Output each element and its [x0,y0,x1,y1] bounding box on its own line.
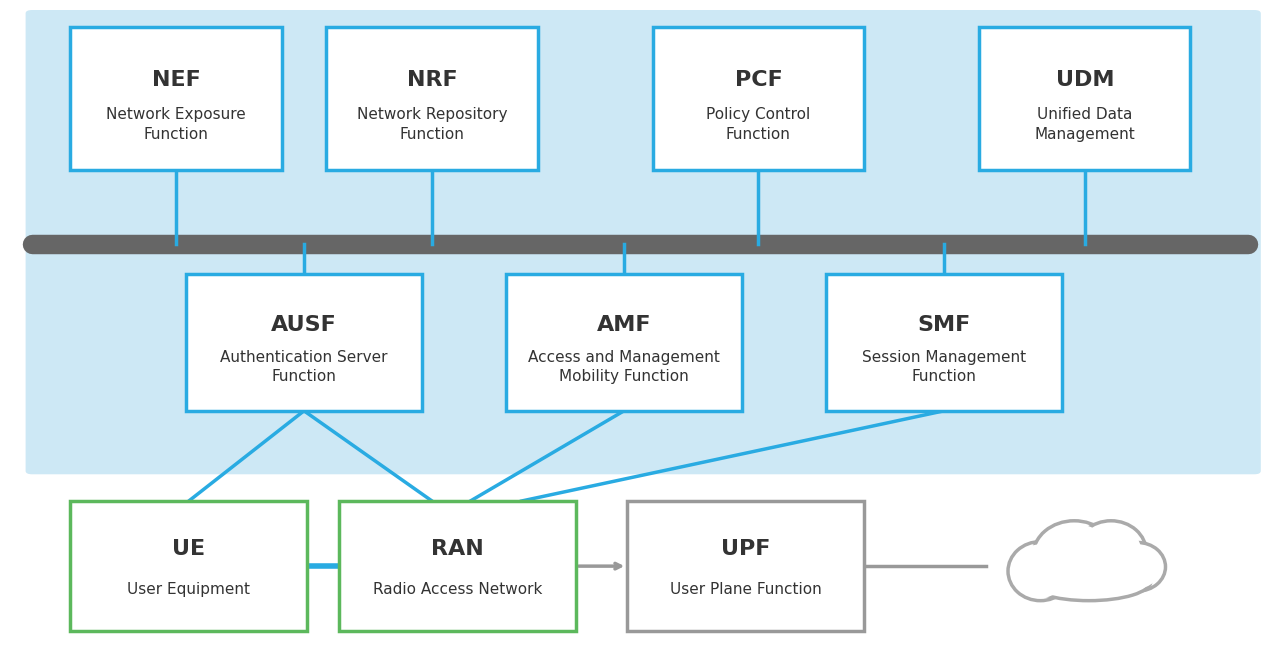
FancyBboxPatch shape [339,501,576,631]
Ellipse shape [1050,554,1143,603]
Ellipse shape [1108,541,1167,593]
Ellipse shape [1027,562,1151,601]
Text: NEF: NEF [151,70,201,90]
Ellipse shape [1038,524,1110,588]
Ellipse shape [1080,524,1142,580]
Ellipse shape [1033,519,1115,592]
Text: Network Exposure
Function: Network Exposure Function [106,107,246,142]
Text: AMF: AMF [596,315,652,335]
Text: User Plane Function: User Plane Function [669,582,822,597]
Text: Authentication Server
Function: Authentication Server Function [220,349,388,384]
FancyBboxPatch shape [653,27,864,170]
FancyBboxPatch shape [70,501,307,631]
Text: Radio Access Network: Radio Access Network [372,582,543,597]
Ellipse shape [1074,519,1148,585]
Text: SMF: SMF [918,315,970,335]
FancyBboxPatch shape [826,274,1062,411]
Text: RAN: RAN [431,539,484,559]
Ellipse shape [1009,541,1073,601]
Ellipse shape [1033,521,1115,591]
Text: Session Management
Function: Session Management Function [861,349,1027,384]
Text: UDM: UDM [1056,70,1114,90]
FancyBboxPatch shape [979,27,1190,170]
Text: Policy Control
Function: Policy Control Function [707,107,810,142]
FancyBboxPatch shape [186,274,422,411]
FancyBboxPatch shape [26,10,1261,474]
Ellipse shape [1075,521,1147,583]
Ellipse shape [1110,542,1166,591]
Text: NRF: NRF [407,70,457,90]
Text: UE: UE [173,539,205,559]
FancyBboxPatch shape [506,274,742,411]
Text: UPF: UPF [721,539,771,559]
Text: PCF: PCF [735,70,782,90]
Text: Network Repository
Function: Network Repository Function [357,107,507,142]
Ellipse shape [1009,542,1073,601]
Text: User Equipment: User Equipment [127,582,251,597]
FancyBboxPatch shape [326,27,538,170]
FancyBboxPatch shape [627,501,864,631]
Ellipse shape [1032,565,1146,598]
Ellipse shape [1115,545,1161,589]
Text: Access and Management
Mobility Function: Access and Management Mobility Function [529,349,719,384]
Ellipse shape [1014,544,1068,598]
FancyBboxPatch shape [70,27,282,170]
Text: AUSF: AUSF [271,315,337,335]
Text: Unified Data
Management: Unified Data Management [1034,107,1135,142]
